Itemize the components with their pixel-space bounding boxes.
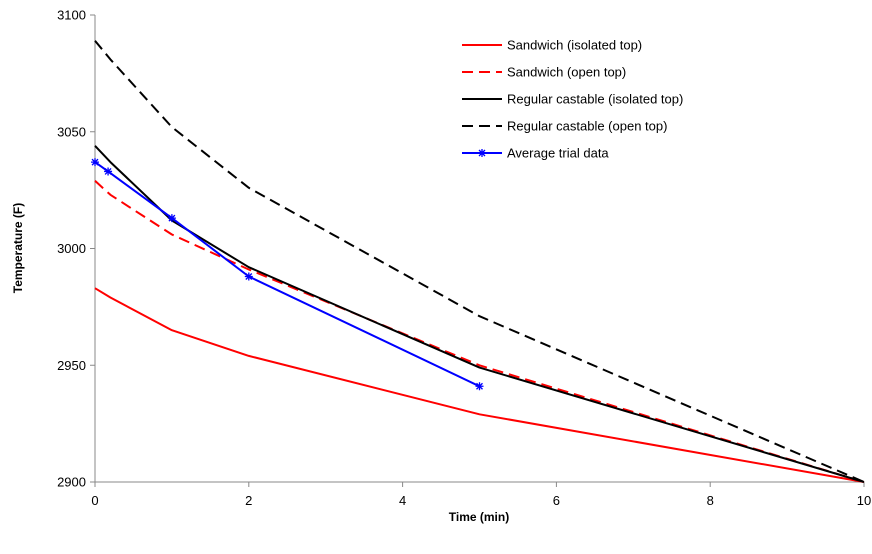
data-point-marker [244, 272, 253, 281]
legend-label: Regular castable (open top) [507, 119, 667, 134]
legend-label: Sandwich (isolated top) [507, 38, 642, 53]
data-point-marker [475, 382, 484, 391]
x-tick-label: 10 [857, 493, 871, 508]
series-line-regular-castable-isolated-top [94, 145, 865, 483]
legend-label: Sandwich (open top) [507, 65, 626, 80]
y-tick-label: 3100 [57, 8, 86, 23]
series-line-regular-castable-open-top [94, 40, 865, 483]
legend: Sandwich (isolated top) Sandwich (open to… [462, 38, 683, 161]
y-tick-label: 3050 [57, 124, 86, 139]
x-tick-label: 4 [399, 493, 406, 508]
legend-label: Regular castable (isolated top) [507, 92, 683, 107]
y-tick-label: 3000 [57, 241, 86, 256]
data-point-marker [91, 158, 99, 167]
x-axis-label: Time (min) [449, 510, 509, 524]
data-point-marker [104, 167, 113, 176]
x-tick-label: 2 [245, 493, 252, 508]
data-point-marker [167, 214, 176, 223]
y-tick-label: 2900 [57, 475, 86, 490]
tick-group: 2900 2950 3000 3050 3100 0 2 4 6 8 10 [57, 8, 871, 509]
y-axis-label: Temperature (F) [11, 203, 25, 293]
x-tick-label: 0 [91, 493, 98, 508]
legend-label: Average trial data [507, 146, 609, 161]
x-tick-label: 8 [707, 493, 714, 508]
legend-marker [478, 149, 486, 157]
series-group [91, 40, 865, 483]
y-tick-label: 2950 [57, 358, 86, 373]
series-line-sandwich-isolated-top [94, 287, 865, 483]
series-line-average-trial-data [94, 161, 480, 388]
series-line-sandwich-open-top [94, 180, 865, 483]
x-tick-label: 6 [553, 493, 560, 508]
